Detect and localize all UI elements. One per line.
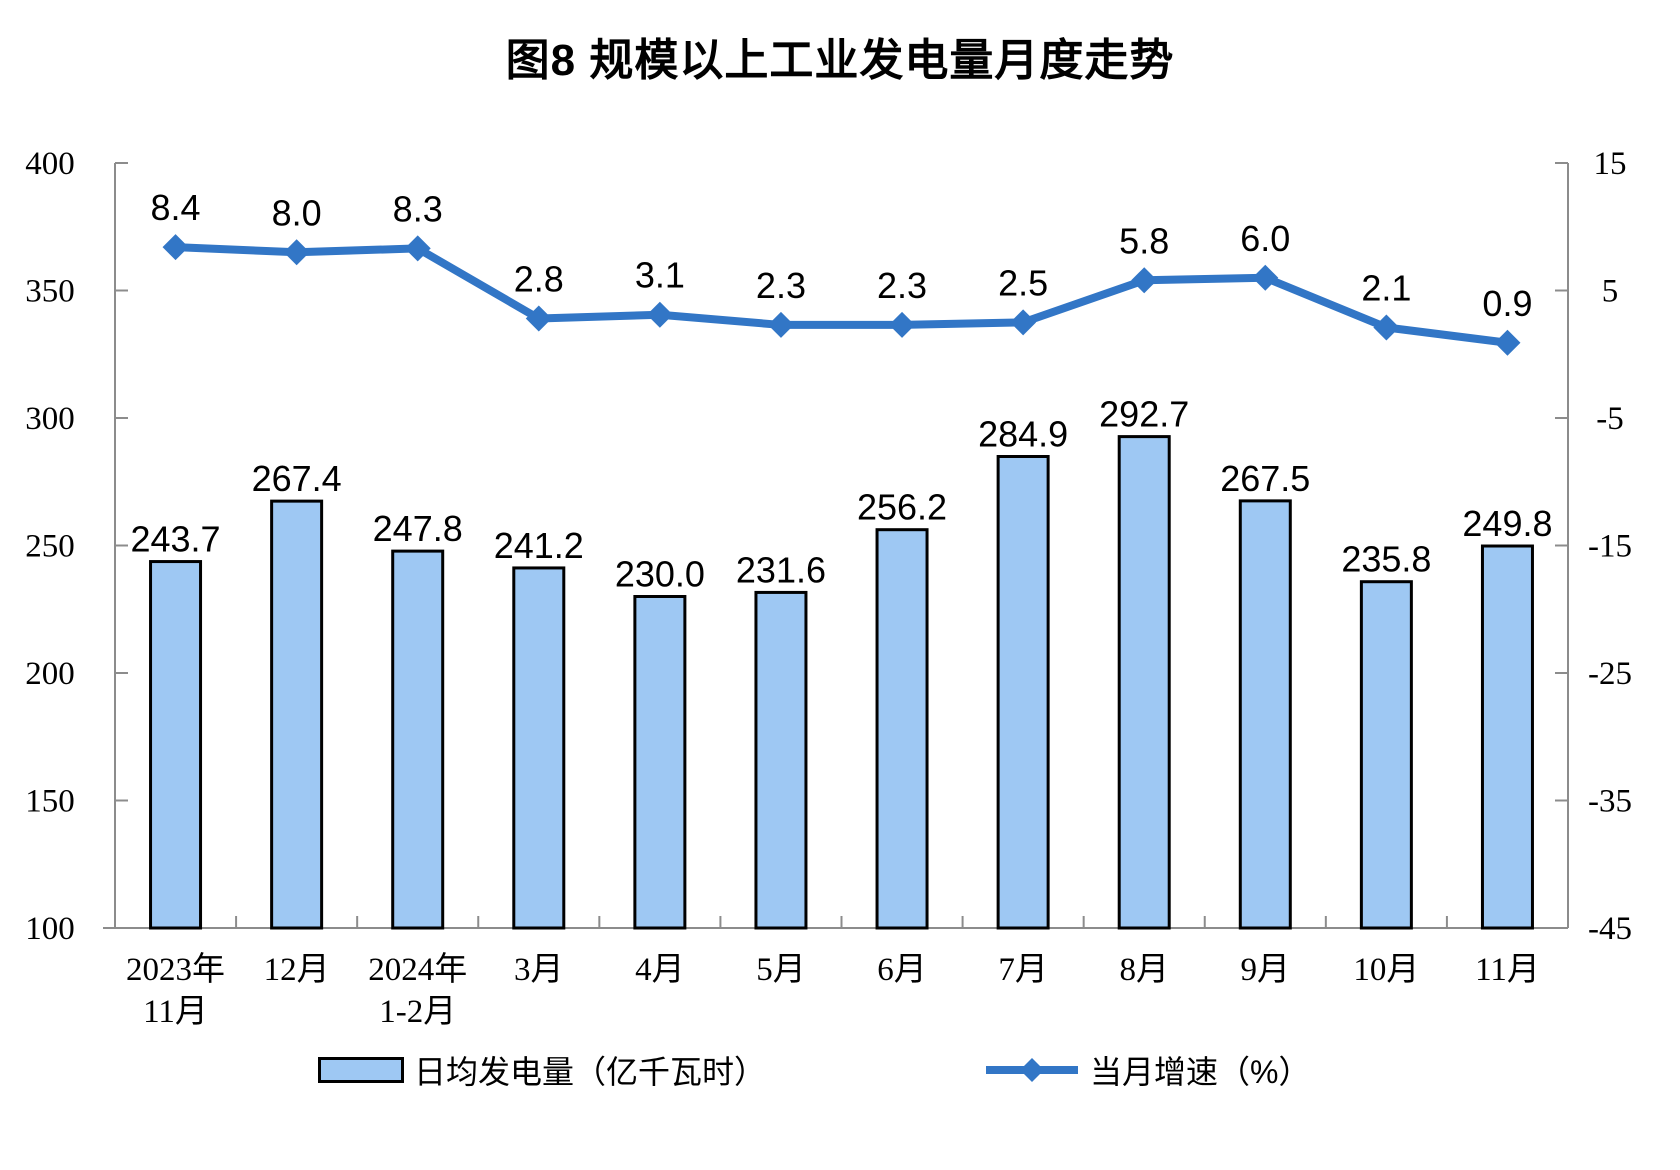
right-axis-tick-label: 15 bbox=[1594, 146, 1627, 182]
bar-series-label: 日均发电量（亿千瓦时） bbox=[414, 1054, 767, 1090]
x-axis-category-label: 10月 bbox=[1353, 952, 1419, 988]
right-axis-tick-label: -45 bbox=[1588, 911, 1632, 947]
bar bbox=[875, 528, 929, 930]
x-axis-category-label: 2023年 11月 bbox=[126, 951, 225, 1030]
x-axis-category-label: 12月 bbox=[264, 952, 330, 988]
bar bbox=[1359, 580, 1413, 930]
line-marker-diamond-icon bbox=[1010, 309, 1037, 336]
bar bbox=[391, 549, 445, 930]
right-axis-tick-label: -5 bbox=[1596, 401, 1624, 437]
left-axis-tick-label: 200 bbox=[25, 656, 75, 692]
right-axis-tick-label: -35 bbox=[1588, 784, 1632, 820]
x-axis-category-label: 4月 bbox=[635, 952, 685, 988]
bar-value-label: 267.4 bbox=[252, 458, 342, 499]
left-axis-tick-label: 100 bbox=[25, 911, 75, 947]
bar-value-label: 247.8 bbox=[373, 508, 463, 549]
diamond-marker-icon bbox=[1019, 1057, 1045, 1083]
bar bbox=[1480, 544, 1534, 930]
bar-value-label: 230.0 bbox=[615, 554, 705, 595]
right-axis-tick-label: -15 bbox=[1588, 529, 1632, 565]
left-axis-tick-label: 150 bbox=[25, 784, 75, 820]
line-marker-diamond-icon bbox=[283, 239, 310, 266]
left-axis-tick-label: 300 bbox=[25, 401, 75, 437]
line-value-label: 8.4 bbox=[151, 187, 201, 228]
bar bbox=[1117, 435, 1171, 930]
line-value-label: 0.9 bbox=[1482, 283, 1532, 324]
line-marker-diamond-icon bbox=[1131, 267, 1158, 294]
line-marker-diamond-icon bbox=[525, 305, 552, 332]
bar bbox=[1238, 499, 1292, 930]
bar bbox=[149, 560, 203, 930]
bar-value-label: 249.8 bbox=[1462, 503, 1552, 544]
line-value-label: 2.3 bbox=[877, 265, 927, 306]
line-value-label: 8.3 bbox=[393, 188, 443, 229]
bar bbox=[633, 595, 687, 930]
line-value-label: 2.5 bbox=[998, 262, 1048, 303]
line-value-label: 6.0 bbox=[1240, 218, 1290, 259]
bar-value-label: 231.6 bbox=[736, 549, 826, 590]
line-marker-diamond-icon bbox=[1494, 329, 1521, 356]
bar-value-label: 256.2 bbox=[857, 487, 947, 528]
bar-value-label: 241.2 bbox=[494, 525, 584, 566]
right-axis-tick-label: 5 bbox=[1602, 274, 1619, 310]
x-axis-category-label: 11月 bbox=[1475, 952, 1540, 988]
line-marker-diamond-icon bbox=[767, 311, 794, 338]
x-axis-category-label: 6月 bbox=[877, 952, 927, 988]
left-axis-tick-label: 400 bbox=[25, 146, 75, 182]
bar-series-swatch-icon bbox=[318, 1057, 404, 1083]
bar bbox=[996, 455, 1050, 930]
line-value-label: 3.1 bbox=[635, 255, 685, 296]
line-marker-diamond-icon bbox=[1373, 314, 1400, 341]
bar-value-label: 235.8 bbox=[1341, 539, 1431, 580]
x-axis-category-label: 2024年 1-2月 bbox=[368, 951, 467, 1030]
x-axis-category-label: 7月 bbox=[998, 952, 1048, 988]
line-series-label: 当月增速（%） bbox=[1090, 1054, 1311, 1090]
x-axis-category-label: 8月 bbox=[1119, 952, 1169, 988]
left-axis-tick-label: 350 bbox=[25, 274, 75, 310]
line-value-label: 2.1 bbox=[1361, 267, 1411, 308]
bar bbox=[270, 499, 324, 930]
right-axis-tick-label: -25 bbox=[1588, 656, 1632, 692]
legend-item-line-series: 当月增速（%） bbox=[986, 1048, 1310, 1092]
line-marker-diamond-icon bbox=[646, 301, 673, 328]
growth-line bbox=[175, 243, 1508, 347]
chart-title: 图8 规模以上工业发电量月度走势 bbox=[505, 36, 1175, 85]
line-series-swatch-icon bbox=[986, 1057, 1078, 1083]
x-axis-category-label: 3月 bbox=[514, 952, 564, 988]
x-axis-category-label: 5月 bbox=[756, 952, 806, 988]
line-value-label: 2.8 bbox=[514, 259, 564, 300]
bar-value-label: 243.7 bbox=[130, 519, 220, 560]
bar-value-label: 292.7 bbox=[1099, 394, 1189, 435]
left-axis-tick-label: 250 bbox=[25, 529, 75, 565]
bar-value-label: 284.9 bbox=[978, 414, 1068, 455]
bar bbox=[754, 590, 808, 930]
legend-item-bar-series: 日均发电量（亿千瓦时） bbox=[318, 1048, 766, 1092]
line-value-label: 5.8 bbox=[1119, 220, 1169, 261]
line-value-label: 2.3 bbox=[756, 265, 806, 306]
bar bbox=[512, 566, 566, 930]
bar-value-label: 267.5 bbox=[1220, 458, 1310, 499]
line-marker-diamond-icon bbox=[889, 311, 916, 338]
line-marker-diamond-icon bbox=[162, 234, 189, 261]
line-marker-diamond-icon bbox=[1252, 264, 1279, 291]
line-marker-diamond-icon bbox=[404, 235, 431, 262]
line-value-label: 8.0 bbox=[272, 192, 322, 233]
x-axis-category-label: 9月 bbox=[1241, 952, 1291, 988]
